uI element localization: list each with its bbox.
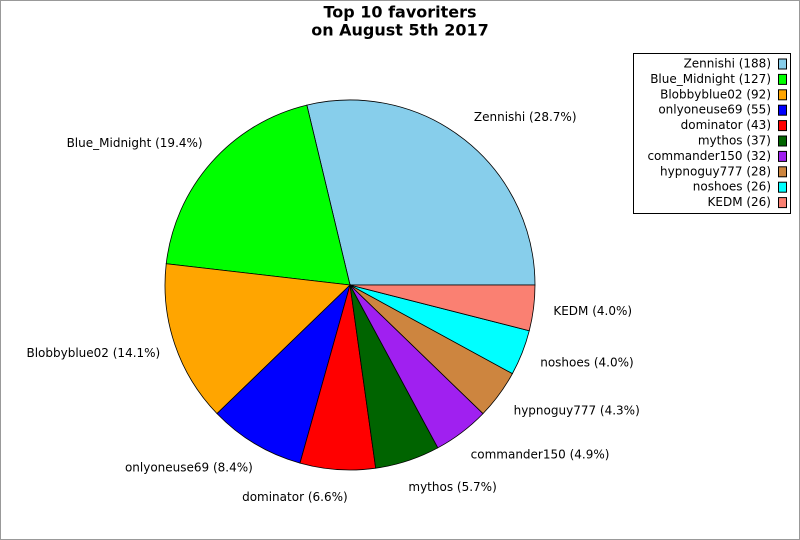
pie-slice — [306, 99, 536, 286]
slice-label: Blobbyblue02 (14.1%) — [26, 346, 160, 360]
legend-swatch — [778, 73, 787, 85]
slice-label: mythos (5.7%) — [408, 480, 496, 494]
legend-label: noshoes (26) — [693, 180, 771, 194]
legend-label: onlyoneuse69 (55) — [658, 103, 771, 117]
slice-label: Blue_Midnight (19.4%) — [67, 136, 203, 150]
slice-label: dominator (6.6%) — [242, 490, 348, 504]
legend-label: KEDM (26) — [708, 195, 772, 209]
legend-box — [633, 53, 791, 214]
chart-title: on August 5th 2017 — [311, 21, 489, 40]
legend-label: Blue_Midnight (127) — [650, 72, 771, 86]
legend-swatch — [778, 120, 787, 132]
legend-label: Blobbyblue02 (92) — [660, 87, 771, 101]
slice-label: noshoes (4.0%) — [540, 355, 633, 369]
legend-swatch — [778, 135, 787, 147]
slice-label: KEDM (4.0%) — [553, 304, 632, 318]
legend-label: dominator (43) — [681, 118, 771, 132]
legend-swatch — [778, 197, 787, 209]
legend-label: mythos (37) — [698, 134, 771, 148]
slice-label: onlyoneuse69 (8.4%) — [125, 460, 253, 474]
legend-swatch — [778, 58, 787, 70]
legend-swatch — [778, 166, 787, 178]
chart-title: Top 10 favoriters — [323, 3, 476, 22]
slice-label: commander150 (4.9%) — [471, 447, 610, 461]
pie-slice — [165, 104, 351, 286]
legend-swatch — [778, 150, 787, 162]
legend-label: Zennishi (188) — [684, 57, 771, 71]
legend-label: commander150 (32) — [647, 149, 771, 163]
pie-slice — [164, 263, 351, 415]
pie-slice — [349, 284, 536, 332]
legend-swatch — [778, 181, 787, 193]
slice-label: hypnoguy777 (4.3%) — [514, 404, 640, 418]
legend-swatch — [778, 104, 787, 116]
legend-swatch — [778, 89, 787, 101]
pie-slice — [216, 283, 351, 464]
legend-label: hypnoguy777 (28) — [660, 164, 771, 178]
slice-label: Zennishi (28.7%) — [474, 110, 577, 124]
